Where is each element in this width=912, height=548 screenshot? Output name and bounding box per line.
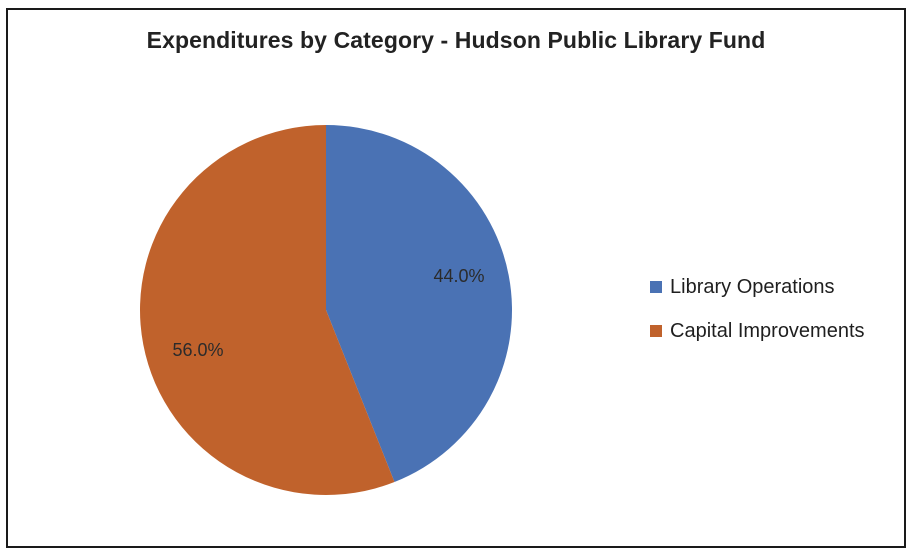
data-label-library-operations: 44.0%: [433, 266, 484, 286]
pie-slice-capital-improvements: [140, 125, 395, 495]
legend-swatch-capital-improvements: [650, 325, 662, 337]
legend-label-library-operations: Library Operations: [670, 275, 835, 298]
chart-title: Expenditures by Category - Hudson Public…: [146, 27, 766, 53]
chart-legend: Library Operations Capital Improvements: [650, 272, 865, 360]
legend-item-capital-improvements: Capital Improvements: [650, 316, 865, 346]
legend-label-capital-improvements: Capital Improvements: [670, 319, 865, 342]
legend-swatch-library-operations: [650, 281, 662, 293]
legend-item-library-operations: Library Operations: [650, 272, 865, 302]
pie-slice-library-operations: [326, 125, 512, 483]
data-label-capital-improvements: 56.0%: [172, 340, 223, 360]
